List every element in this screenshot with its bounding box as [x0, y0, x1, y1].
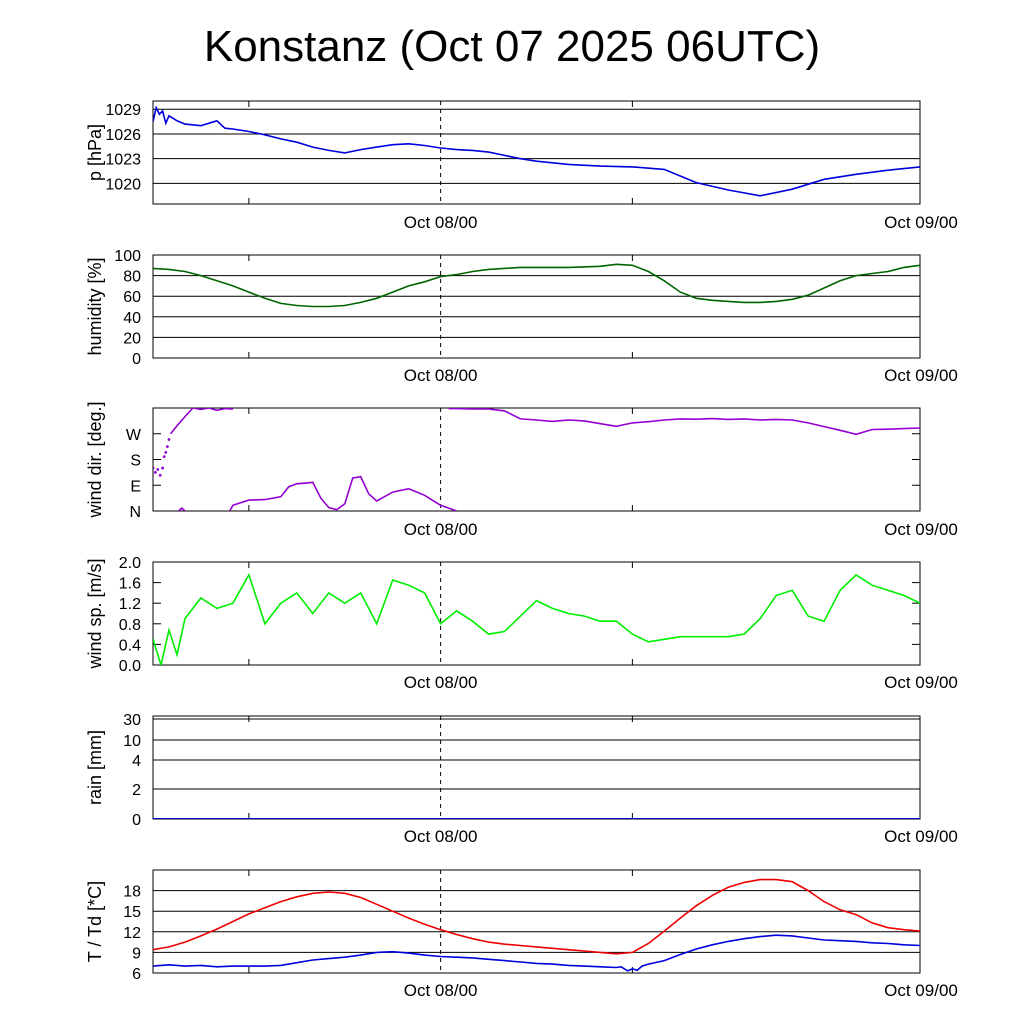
y-tick-label: 40 — [123, 310, 141, 327]
y-tick-label: 80 — [123, 269, 141, 286]
panel-data — [153, 105, 920, 197]
series-line — [153, 572, 920, 665]
y-tick-label: 1.6 — [119, 576, 141, 593]
panel-5: 0 2 4 10 30 Oct 08/00 Oct 09/00 rain [mm] — [85, 712, 958, 846]
chart-title: Konstanz (Oct 07 2025 06UTC) — [203, 22, 821, 71]
panel-data — [153, 408, 920, 511]
y-tick-label: S — [130, 453, 141, 470]
y-tick-label: 60 — [123, 289, 141, 306]
y-tick-label: 2 — [132, 782, 141, 799]
x-tick-label: Oct 09/00 — [884, 213, 958, 232]
y-axis-label: rain [mm] — [85, 730, 105, 805]
y-tick-label: 6 — [132, 966, 141, 983]
data-point — [156, 468, 160, 471]
panel-data — [153, 878, 920, 972]
data-point — [167, 438, 171, 441]
data-point — [153, 470, 157, 474]
y-tick-label: 0.8 — [119, 617, 141, 634]
data-point — [165, 445, 169, 449]
panel-frame — [152, 561, 921, 666]
y-tick-label: E — [130, 478, 141, 495]
panel-4: 0.0 0.4 0.8 1.2 1.6 2.0 Oct 08/00 Oct 09/00 wind… — [85, 555, 958, 692]
data-point — [158, 473, 162, 477]
x-tick-label: Oct 09/00 — [884, 827, 958, 846]
series-line — [153, 263, 920, 308]
y-tick-label: 1.2 — [119, 596, 141, 613]
y-tick-label: 1020 — [105, 176, 141, 193]
panel-frame — [152, 100, 921, 205]
y-axis-label: wind dir. [deg.] — [85, 401, 105, 518]
y-axis-label: p [hPa] — [85, 124, 105, 181]
y-tick-label: N — [129, 504, 141, 521]
data-point — [161, 466, 164, 470]
y-tick-label: 15 — [123, 904, 141, 921]
y-tick-label: 1026 — [105, 127, 141, 144]
x-tick-label: Oct 08/00 — [404, 213, 478, 232]
data-point — [164, 450, 168, 454]
x-tick-label: Oct 09/00 — [884, 673, 958, 692]
y-tick-label: 12 — [123, 925, 141, 942]
y-axis-label: T / Td [*C] — [85, 881, 105, 962]
y-axis-label: wind sp. [m/s] — [85, 558, 105, 669]
x-tick-label: Oct 08/00 — [404, 520, 478, 539]
x-tick-label: Oct 09/00 — [884, 366, 958, 385]
series-line-segment — [229, 475, 442, 511]
series-line — [153, 934, 920, 972]
panel-6: 6 9 12 15 18 Oct 08/00 Oct 09/00 T / Td [*C] — [85, 869, 958, 1000]
y-tick-label: 4 — [132, 753, 141, 770]
y-tick-label: 9 — [132, 945, 141, 962]
data-point — [162, 455, 166, 459]
y-tick-label: 0 — [132, 812, 141, 829]
x-tick-label: Oct 08/00 — [404, 827, 478, 846]
panel-2: 0 20 40 60 80 100 Oct 08/00 Oct 09/00 humidity [… — [85, 248, 958, 385]
y-tick-label: 1023 — [105, 152, 141, 169]
series-line-segment — [178, 507, 186, 511]
y-tick-label: 2.0 — [119, 555, 141, 572]
series-line-segment — [169, 408, 233, 435]
panel-data — [153, 263, 920, 308]
y-tick-label: 1029 — [105, 102, 141, 119]
series-line — [153, 105, 920, 197]
x-tick-label: Oct 09/00 — [884, 520, 958, 539]
series-line-segment — [448, 408, 920, 436]
series-line — [153, 878, 920, 955]
y-tick-label: 20 — [123, 330, 141, 347]
panel-frame — [152, 254, 921, 359]
panel-frame — [152, 407, 921, 512]
y-tick-label: 0.4 — [119, 637, 141, 654]
y-tick-label: 30 — [123, 712, 141, 729]
panel-frame — [152, 869, 921, 974]
y-tick-label: 10 — [123, 733, 141, 750]
y-tick-label: 100 — [114, 248, 141, 265]
data-point — [153, 466, 155, 470]
y-tick-label: W — [126, 427, 142, 444]
x-tick-label: Oct 08/00 — [404, 673, 478, 692]
y-tick-label: 18 — [123, 884, 141, 901]
y-axis-label: humidity [%] — [85, 257, 105, 355]
panel-data — [153, 572, 920, 665]
y-tick-label: 0 — [132, 351, 141, 368]
series-line-segment — [440, 504, 457, 511]
panel-1: 1020 1023 1026 1029 Oct 08/00 Oct 09/00 p [hPa… — [85, 100, 958, 232]
y-tick-label: 0.0 — [119, 658, 141, 675]
x-tick-label: Oct 08/00 — [404, 981, 478, 1000]
x-tick-label: Oct 08/00 — [404, 366, 478, 385]
panel-frame — [152, 715, 921, 820]
x-tick-label: Oct 09/00 — [884, 981, 958, 1000]
